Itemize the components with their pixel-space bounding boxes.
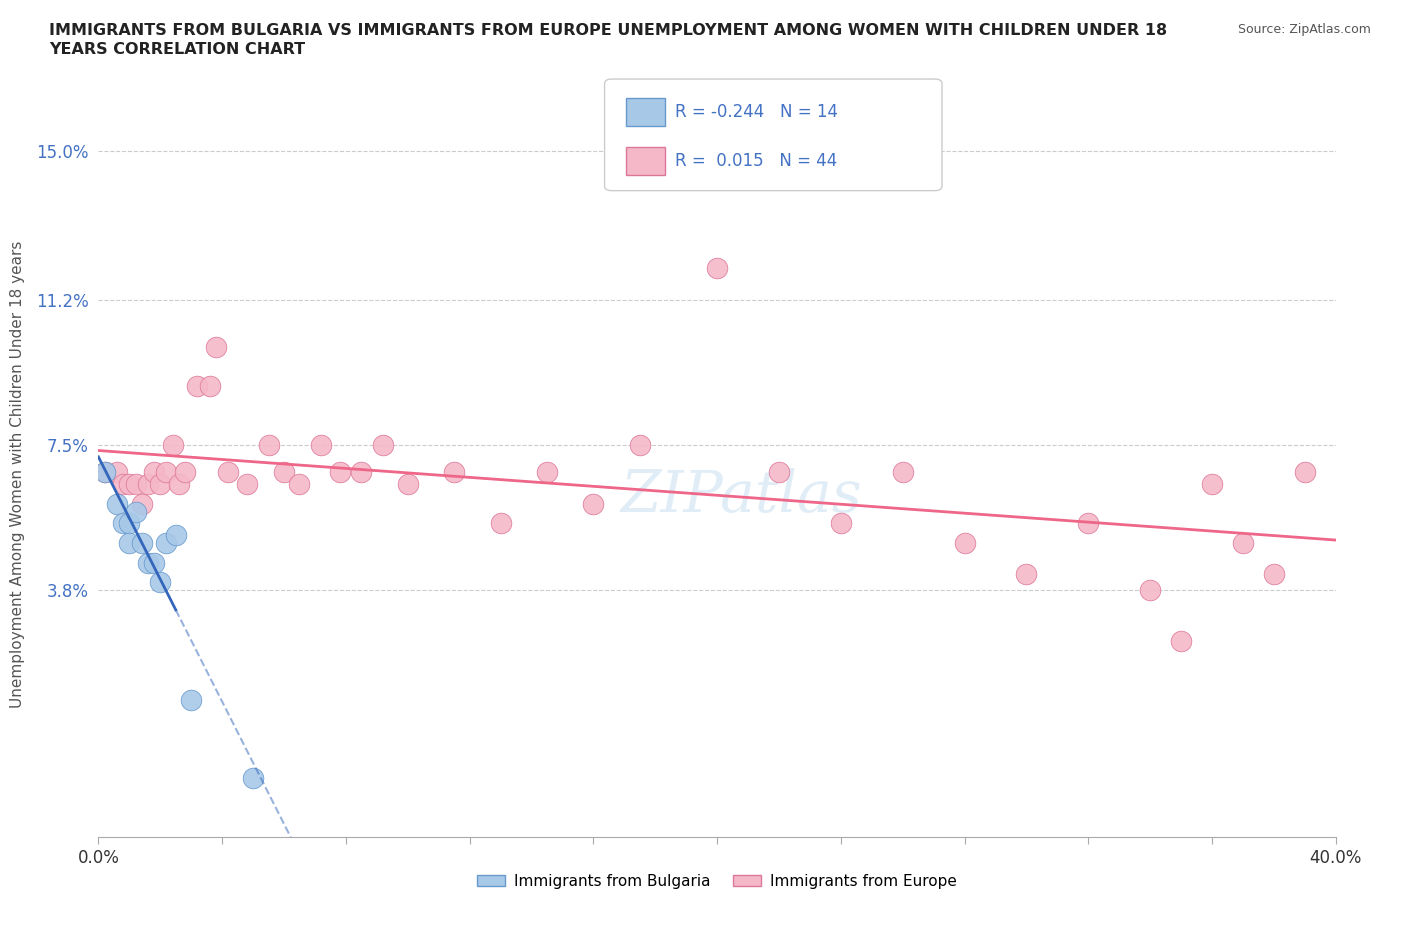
Point [891,465,914,480]
Point [273,465,295,480]
Text: Source: ZipAtlas.com: Source: ZipAtlas.com [1237,23,1371,36]
Text: ZIPatlas: ZIPatlas [621,468,863,525]
Point [186,379,208,393]
Point [93,465,115,480]
Text: IMMIGRANTS FROM BULGARIA VS IMMIGRANTS FROM EUROPE UNEMPLOYMENT AMONG WOMEN WITH: IMMIGRANTS FROM BULGARIA VS IMMIGRANTS F… [49,23,1167,38]
Point [582,497,605,512]
Point [236,477,259,492]
Point [131,497,153,512]
Point [143,465,166,480]
Point [1077,516,1099,531]
Point [309,437,332,452]
Point [174,465,197,480]
Point [124,477,146,492]
Point [536,465,558,480]
Point [118,536,141,551]
Point [112,477,135,492]
Point [155,465,177,480]
Point [149,575,172,590]
Point [953,536,976,551]
Point [706,261,728,276]
Point [1294,465,1316,480]
Point [136,555,159,570]
Point [143,555,166,570]
Point [489,516,512,531]
Point [1139,582,1161,597]
Legend: Immigrants from Bulgaria, Immigrants from Europe: Immigrants from Bulgaria, Immigrants fro… [471,868,963,895]
Text: R = -0.244   N = 14: R = -0.244 N = 14 [675,102,838,121]
Text: R =  0.015   N = 44: R = 0.015 N = 44 [675,152,837,169]
Point [830,516,852,531]
Point [242,771,264,786]
Point [1015,567,1038,582]
Point [180,692,202,707]
Point [205,339,228,354]
Point [768,465,790,480]
Point [118,477,141,492]
Point [167,477,190,492]
Point [131,536,153,551]
Point [93,465,115,480]
Point [112,516,135,531]
Point [165,527,187,542]
Point [105,497,128,512]
Point [155,536,177,551]
Point [105,465,128,480]
Point [136,477,159,492]
Point [257,437,280,452]
Point [371,437,394,452]
Point [443,465,465,480]
Point [350,465,373,480]
Point [1263,567,1285,582]
Point [198,379,221,393]
Point [628,437,651,452]
Point [124,504,146,519]
Point [162,437,184,452]
Point [217,465,239,480]
Point [1201,477,1223,492]
Point [149,477,172,492]
Point [1170,633,1192,648]
Text: YEARS CORRELATION CHART: YEARS CORRELATION CHART [49,42,305,57]
Point [1232,536,1254,551]
Point [118,516,141,531]
Point [288,477,311,492]
Y-axis label: Unemployment Among Women with Children Under 18 years: Unemployment Among Women with Children U… [10,241,25,708]
Point [396,477,419,492]
Point [329,465,352,480]
